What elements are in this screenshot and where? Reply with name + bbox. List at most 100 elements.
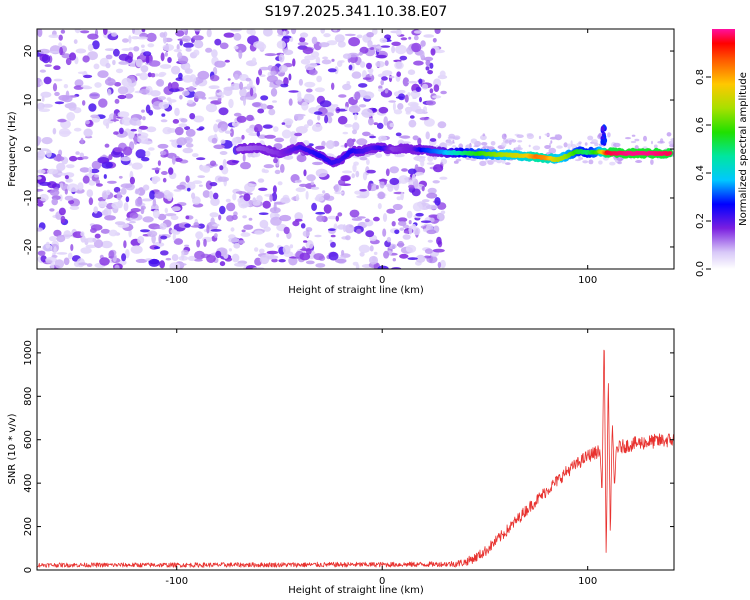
noise-blob — [351, 218, 363, 221]
noise-blob — [161, 171, 168, 175]
noise-blob — [368, 117, 374, 126]
noise-blob — [434, 197, 441, 206]
noise-blob — [455, 158, 462, 162]
colorbar-tick-label-3: 0.6 — [695, 117, 706, 133]
noise-blob — [264, 134, 276, 139]
noise-blob — [313, 111, 323, 115]
noise-blob — [94, 174, 99, 178]
noise-blob — [146, 126, 157, 133]
noise-blob — [397, 240, 405, 248]
noise-blob — [218, 214, 222, 221]
noise-blob — [394, 153, 405, 158]
noise-blob — [452, 139, 455, 143]
noise-blob — [305, 190, 309, 200]
noise-blob — [268, 108, 276, 116]
noise-blob — [436, 213, 444, 220]
noise-blob — [38, 48, 50, 55]
noise-blob — [505, 162, 511, 166]
noise-blob — [248, 217, 253, 221]
noise-blob — [263, 29, 273, 37]
noise-blob — [80, 231, 85, 237]
noise-blob — [292, 58, 296, 67]
noise-blob — [58, 34, 63, 41]
noise-blob — [220, 123, 228, 132]
noise-blob — [152, 199, 157, 207]
noise-blob — [138, 125, 148, 130]
noise-blob — [274, 213, 280, 217]
noise-blob — [401, 168, 408, 172]
noise-blob — [158, 101, 170, 110]
noise-blob — [113, 113, 117, 123]
noise-blob — [373, 251, 378, 255]
noise-blob — [123, 202, 129, 212]
spectrogram-noise — [37, 29, 674, 269]
colorbar-tick-label-2: 0.4 — [695, 165, 706, 181]
noise-blob — [53, 156, 65, 162]
noise-blob — [351, 71, 362, 79]
noise-blob — [173, 48, 182, 53]
noise-blob — [65, 178, 73, 183]
noise-blob — [314, 196, 325, 202]
noise-blob — [415, 212, 424, 217]
noise-blob — [372, 108, 377, 112]
noise-blob — [193, 49, 200, 56]
noise-blob — [389, 177, 400, 186]
noise-blob — [192, 180, 203, 185]
noise-blob — [68, 199, 75, 205]
noise-blob — [246, 114, 254, 122]
noise-blob — [379, 37, 388, 44]
noise-blob — [425, 59, 431, 67]
noise-blob — [157, 96, 166, 101]
noise-blob — [303, 240, 308, 243]
noise-blob — [225, 198, 231, 203]
noise-blob — [189, 113, 196, 120]
noise-blob — [251, 57, 257, 64]
noise-blob — [60, 215, 66, 224]
noise-blob — [342, 131, 349, 135]
noise-blob — [308, 62, 318, 68]
noise-blob — [267, 255, 279, 260]
noise-blob — [59, 194, 63, 202]
noise-blob — [123, 240, 127, 249]
noise-blob — [256, 131, 260, 137]
noise-blob — [79, 167, 90, 173]
noise-blob — [235, 191, 247, 194]
noise-blob — [119, 156, 132, 162]
noise-blob — [148, 60, 161, 67]
noise-blob — [359, 189, 367, 192]
noise-blob — [426, 192, 438, 199]
spectrogram-y-tick-label-1: -10 — [23, 190, 34, 206]
noise-blob — [171, 206, 181, 212]
noise-blob — [378, 85, 383, 90]
noise-blob — [80, 30, 90, 34]
noise-blob — [259, 248, 265, 254]
noise-blob — [635, 160, 643, 163]
noise-blob — [66, 164, 75, 169]
noise-blob — [544, 133, 550, 136]
noise-blob — [653, 144, 658, 149]
spectrogram-y-tick-label-2: 0 — [23, 146, 34, 152]
noise-blob — [174, 126, 184, 136]
noise-blob — [369, 69, 373, 77]
noise-blob — [251, 102, 261, 107]
noise-blob — [327, 215, 338, 220]
noise-blob — [415, 86, 422, 93]
noise-blob — [128, 228, 132, 238]
noise-blob — [104, 78, 116, 86]
noise-blob — [344, 123, 353, 128]
noise-blob — [224, 59, 230, 63]
noise-blob — [254, 127, 259, 133]
noise-blob — [335, 215, 339, 222]
noise-blob — [373, 122, 379, 125]
noise-blob — [335, 258, 347, 264]
noise-blob — [229, 128, 234, 138]
noise-blob — [95, 183, 103, 187]
noise-blob — [345, 235, 351, 241]
noise-blob — [316, 75, 322, 83]
noise-blob — [399, 253, 409, 259]
noise-blob — [266, 105, 274, 110]
noise-blob — [356, 228, 362, 235]
noise-blob — [408, 184, 415, 189]
noise-blob — [331, 58, 335, 62]
noise-blob — [587, 135, 594, 141]
